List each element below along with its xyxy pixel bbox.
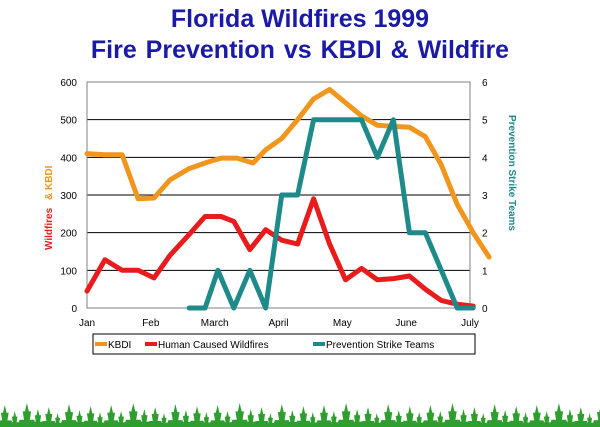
pine-tree-icon — [52, 413, 64, 427]
pine-tree-icon — [285, 410, 300, 427]
pine-tree-icon — [498, 410, 512, 427]
pine-tree-icon — [306, 412, 319, 427]
pine-tree-icon — [147, 407, 164, 427]
left-axis-ticks: 0 100 200 300 400 500 600 — [60, 78, 77, 315]
pine-tree-icon — [200, 412, 213, 427]
pine-tree-icon — [221, 411, 234, 427]
x-tick-label: Jan — [79, 318, 95, 329]
left-tick-label: 200 — [60, 229, 77, 240]
series-line-prevention-strike-teams — [186, 117, 476, 311]
pine-tree-icon — [158, 413, 170, 427]
left-axis-label-kbdi: & KBDI — [44, 165, 55, 200]
right-tick-label: 2 — [482, 229, 488, 240]
pine-tree-icon — [17, 403, 37, 427]
pine-tree-icon — [442, 403, 463, 427]
legend: KBDI Human Caused Wildfires Prevention Str… — [92, 333, 476, 355]
right-axis-label: Prevention Strike Teams — [506, 115, 517, 231]
left-tick-label: 100 — [60, 266, 77, 277]
pine-tree-icon — [8, 411, 22, 427]
pine-tree-icon — [59, 404, 79, 427]
pine-tree-icon — [0, 405, 14, 427]
pine-tree-icon — [466, 407, 483, 427]
pine-tree-icon — [40, 407, 57, 427]
right-tick-label: 3 — [482, 191, 488, 202]
pine-tree-icon — [421, 405, 440, 427]
series-layer — [84, 87, 492, 311]
right-tick-label: 6 — [482, 78, 488, 89]
pine-tree-icon — [519, 412, 532, 427]
pine-tree-icon — [315, 405, 333, 427]
right-tick-label: 0 — [482, 304, 488, 315]
pine-tree-icon — [295, 406, 312, 427]
pine-tree-icon — [562, 409, 578, 427]
pine-tree-icon — [208, 405, 227, 427]
left-tick-label: 500 — [60, 116, 77, 127]
pine-tree-icon — [272, 404, 291, 427]
pine-tree-icon — [264, 413, 276, 427]
pine-tree-icon — [391, 410, 406, 427]
legend-box — [92, 333, 476, 355]
pine-tree-icon — [243, 409, 258, 427]
pine-tree-icon — [379, 404, 398, 427]
pine-tree-icon — [456, 409, 471, 427]
x-tick-label: May — [333, 318, 352, 329]
chart-title-line-2: Fire Prevention vs KBDI & Wildfire — [90, 36, 510, 64]
left-tick-label: 400 — [60, 153, 77, 164]
pine-tree-icon — [528, 405, 546, 427]
pine-tree-icon — [94, 412, 106, 427]
pine-tree-icon — [572, 407, 589, 427]
tree-border — [0, 403, 600, 427]
pine-tree-icon — [549, 403, 569, 427]
x-tick-label: July — [461, 318, 479, 329]
pine-tree-icon — [401, 406, 419, 427]
x-axis-ticks: Jan Feb March April May June July — [79, 318, 479, 329]
left-tick-label: 600 — [60, 78, 77, 89]
x-tick-label: April — [268, 318, 288, 329]
pine-tree-icon — [336, 403, 356, 427]
right-tick-label: 4 — [482, 153, 488, 164]
pine-tree-icon — [507, 406, 525, 427]
series-line-human-caused-wildfires — [84, 196, 476, 309]
pine-tree-icon — [114, 411, 128, 427]
pine-tree-icon — [584, 413, 596, 427]
pine-tree-icon — [477, 413, 489, 427]
pine-tree-icon — [591, 408, 600, 427]
pine-tree-icon — [253, 407, 270, 427]
pine-tree-icon — [137, 409, 152, 427]
right-axis-ticks: 0 1 2 3 4 5 6 — [482, 78, 488, 315]
pine-tree-icon — [188, 406, 206, 427]
x-tick-label: June — [395, 318, 417, 329]
left-tick-label: 0 — [71, 304, 77, 315]
pine-tree-icon — [82, 406, 99, 427]
right-tick-label: 1 — [482, 266, 488, 277]
left-tick-label: 300 — [60, 191, 77, 202]
legend-label-kbdi: KBDI — [108, 340, 131, 351]
pine-tree-icon — [327, 411, 341, 427]
pine-tree-icon — [360, 407, 376, 427]
pine-tree-icon — [371, 413, 383, 427]
pine-tree-icon — [123, 403, 143, 427]
pine-tree-icon — [30, 409, 46, 427]
plot-frame — [86, 81, 471, 309]
legend-label-human-caused-wildfires: Human Caused Wildfires — [158, 340, 269, 351]
pine-tree-icon — [540, 411, 554, 427]
x-tick-label: March — [201, 318, 229, 329]
left-axis-label-wildfires: Wildfires — [44, 207, 55, 250]
chart-title-line-1: Florida Wildfires 1999 — [170, 5, 430, 33]
pine-tree-icon — [230, 403, 250, 427]
series-line-kbdi — [84, 87, 492, 260]
x-tick-label: Feb — [142, 318, 160, 329]
pine-tree-icon — [166, 404, 185, 427]
right-tick-label: 5 — [482, 116, 488, 127]
pine-tree-icon — [72, 410, 87, 427]
legend-label-prevention-strike-teams: Prevention Strike Teams — [326, 340, 434, 351]
pine-tree-icon — [485, 404, 504, 427]
pine-tree-icon — [102, 405, 120, 427]
pine-tree-icon — [179, 410, 193, 427]
pine-tree-icon — [433, 411, 447, 427]
pine-tree-icon — [349, 409, 365, 427]
pine-tree-icon — [413, 412, 426, 427]
